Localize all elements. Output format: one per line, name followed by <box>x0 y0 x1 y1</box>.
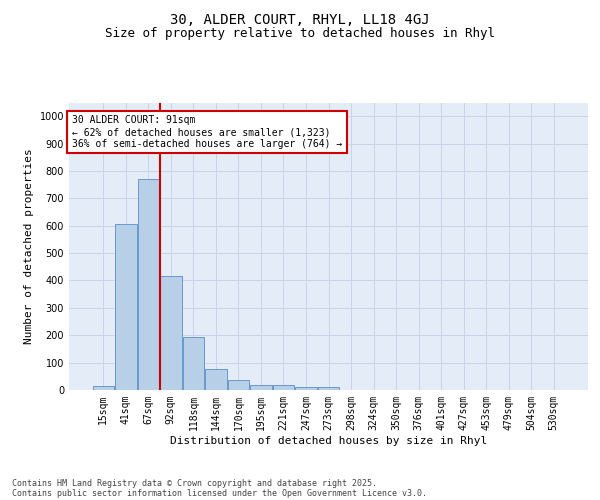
Bar <box>160 276 182 390</box>
Bar <box>273 385 294 390</box>
Bar <box>250 385 272 390</box>
Y-axis label: Number of detached properties: Number of detached properties <box>24 148 34 344</box>
Bar <box>228 380 249 390</box>
Bar <box>182 338 204 390</box>
Text: 30 ALDER COURT: 91sqm
← 62% of detached houses are smaller (1,323)
36% of semi-d: 30 ALDER COURT: 91sqm ← 62% of detached … <box>71 116 342 148</box>
Bar <box>137 179 159 390</box>
Text: 30, ALDER COURT, RHYL, LL18 4GJ: 30, ALDER COURT, RHYL, LL18 4GJ <box>170 12 430 26</box>
Text: Contains public sector information licensed under the Open Government Licence v3: Contains public sector information licen… <box>12 488 427 498</box>
X-axis label: Distribution of detached houses by size in Rhyl: Distribution of detached houses by size … <box>170 436 487 446</box>
Text: Size of property relative to detached houses in Rhyl: Size of property relative to detached ho… <box>105 28 495 40</box>
Bar <box>92 386 114 390</box>
Bar <box>295 386 317 390</box>
Bar <box>205 368 227 390</box>
Bar <box>115 224 137 390</box>
Text: Contains HM Land Registry data © Crown copyright and database right 2025.: Contains HM Land Registry data © Crown c… <box>12 478 377 488</box>
Bar <box>318 386 339 390</box>
